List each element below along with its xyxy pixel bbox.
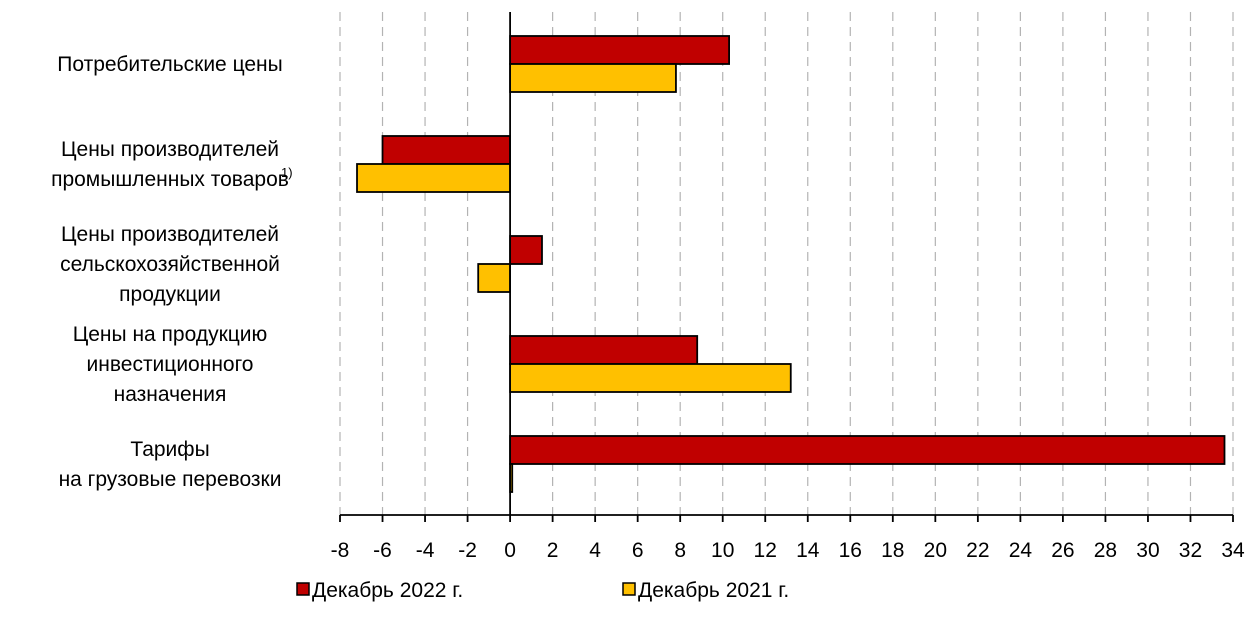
x-tick-label: 34 — [1221, 539, 1245, 562]
bar-dec-2022 — [509, 435, 1226, 465]
x-tick-label: 30 — [1136, 539, 1159, 562]
category-label: Тарифы на грузовые перевозки — [59, 438, 282, 491]
x-tick-labels: -8 -6 -4 -2 0 2 4 6 8 10 12 14 16 18 20 22 24 26 28 30 32 34 — [331, 539, 1245, 562]
bar-dec-2022 — [509, 335, 699, 365]
x-tick-label: 14 — [796, 539, 820, 562]
x-tick-label: 2 — [547, 539, 559, 562]
x-tick-label: -8 — [331, 539, 350, 562]
bar-dec-2022 — [509, 235, 543, 265]
x-tick-label: 26 — [1051, 539, 1074, 562]
axes — [339, 12, 1234, 522]
bar-dec-2021 — [356, 163, 511, 193]
x-tick-label: 16 — [839, 539, 862, 562]
bar-dec-2022 — [381, 135, 511, 165]
legend-swatch — [296, 582, 310, 596]
x-tick-label: 6 — [632, 539, 644, 562]
x-tick-label: 18 — [881, 539, 904, 562]
bars — [356, 35, 1226, 493]
x-tick-label: -6 — [373, 539, 392, 562]
x-tick-label: 4 — [589, 539, 601, 562]
x-tick-label: -2 — [458, 539, 477, 562]
x-tick-label: 22 — [966, 539, 989, 562]
category-label: Цены производителей промышленных товаров — [51, 138, 289, 191]
legend-label: Декабрь 2021 г. — [638, 579, 789, 602]
x-tick-label: 12 — [754, 539, 777, 562]
legend-label: Декабрь 2022 г. — [312, 579, 463, 602]
x-tick-label: 32 — [1179, 539, 1202, 562]
bar-dec-2021 — [509, 363, 792, 393]
legend-swatch — [622, 582, 636, 596]
category-labels: Потребительские цены Цены производителей п… — [51, 53, 292, 491]
bar-dec-2021 — [477, 263, 511, 293]
footnote-mark: 1) — [281, 165, 293, 180]
x-tick-label: -4 — [416, 539, 435, 562]
x-tick-label: 10 — [711, 539, 734, 562]
bar-dec-2022 — [509, 35, 730, 65]
gridlines — [339, 12, 1234, 515]
x-tick-label: 28 — [1094, 539, 1117, 562]
bar-dec-2021 — [509, 63, 677, 93]
x-tick-label: 0 — [504, 539, 516, 562]
x-tick-label: 24 — [1009, 539, 1033, 562]
category-label: Цены на продукцию инвестиционного назначен… — [73, 323, 268, 406]
category-label: Цены производителей сельскохозяйственной п… — [60, 223, 280, 306]
x-tick-label: 20 — [924, 539, 947, 562]
x-tick-label: 8 — [674, 539, 686, 562]
legend: Декабрь 2022 г. Декабрь 2021 г. — [296, 579, 789, 602]
category-label: Потребительские цены — [57, 53, 282, 76]
